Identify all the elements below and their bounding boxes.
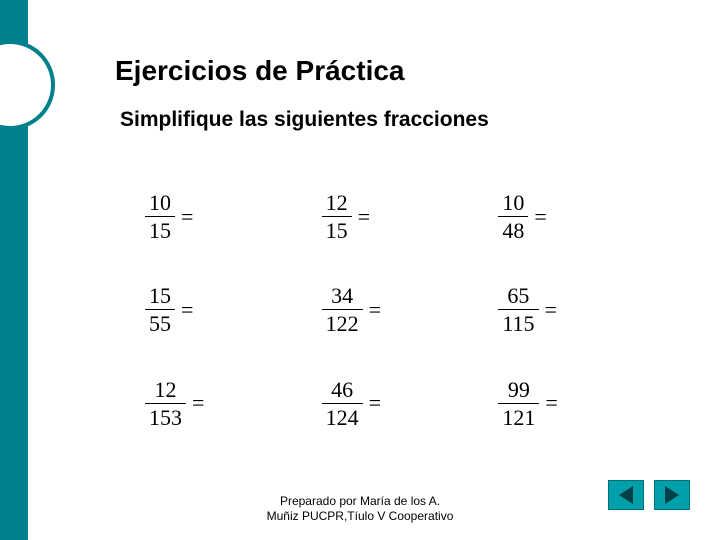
fraction: 10 48	[498, 190, 528, 244]
denominator: 15	[145, 216, 175, 243]
fraction-item: 46 124 =	[292, 357, 469, 450]
equals-sign: =	[369, 297, 381, 323]
equals-sign: =	[545, 297, 557, 323]
arrow-right-icon	[665, 486, 679, 504]
fraction-item: 10 15 =	[115, 170, 292, 263]
fraction-item: 15 55 =	[115, 263, 292, 356]
fraction: 15 55	[145, 283, 175, 337]
fraction: 34 122	[322, 283, 363, 337]
denominator: 121	[498, 403, 539, 430]
decorative-circle	[0, 40, 55, 130]
numerator: 10	[498, 190, 528, 216]
denominator: 55	[145, 309, 175, 336]
page-title: Ejercicios de Práctica	[115, 55, 405, 87]
denominator: 115	[498, 309, 538, 336]
nav-buttons	[608, 480, 690, 510]
fraction-item: 65 115 =	[468, 263, 645, 356]
fraction-item: 12 15 =	[292, 170, 469, 263]
prev-button[interactable]	[608, 480, 644, 510]
denominator: 48	[498, 216, 528, 243]
fractions-grid: 10 15 = 12 15 = 10 48 = 15 55 =	[115, 170, 645, 450]
fraction: 46 124	[322, 377, 363, 431]
equals-sign: =	[545, 390, 557, 416]
numerator: 65	[503, 283, 533, 309]
next-button[interactable]	[654, 480, 690, 510]
denominator: 153	[145, 403, 186, 430]
equals-sign: =	[192, 390, 204, 416]
denominator: 122	[322, 309, 363, 336]
denominator: 15	[322, 216, 352, 243]
numerator: 34	[327, 283, 357, 309]
fraction-item: 10 48 =	[468, 170, 645, 263]
fraction-item: 99 121 =	[468, 357, 645, 450]
equals-sign: =	[358, 204, 370, 230]
fraction-item: 12 153 =	[115, 357, 292, 450]
fraction: 12 153	[145, 377, 186, 431]
fraction: 99 121	[498, 377, 539, 431]
equals-sign: =	[534, 204, 546, 230]
numerator: 10	[145, 190, 175, 216]
numerator: 12	[151, 377, 181, 403]
fraction: 10 15	[145, 190, 175, 244]
page-subtitle: Simplifique las siguientes fracciones	[120, 108, 489, 132]
equals-sign: =	[369, 390, 381, 416]
fraction: 65 115	[498, 283, 538, 337]
numerator: 46	[327, 377, 357, 403]
denominator: 124	[322, 403, 363, 430]
fraction: 12 15	[322, 190, 352, 244]
footer-line-2: Muñiz PUCPR,Tíulo V Cooperativo	[0, 509, 720, 525]
numerator: 99	[504, 377, 534, 403]
slide: Ejercicios de Práctica Simplifique las s…	[0, 0, 720, 540]
equals-sign: =	[181, 297, 193, 323]
numerator: 15	[145, 283, 175, 309]
fraction-item: 34 122 =	[292, 263, 469, 356]
numerator: 12	[322, 190, 352, 216]
arrow-left-icon	[619, 486, 633, 504]
equals-sign: =	[181, 204, 193, 230]
